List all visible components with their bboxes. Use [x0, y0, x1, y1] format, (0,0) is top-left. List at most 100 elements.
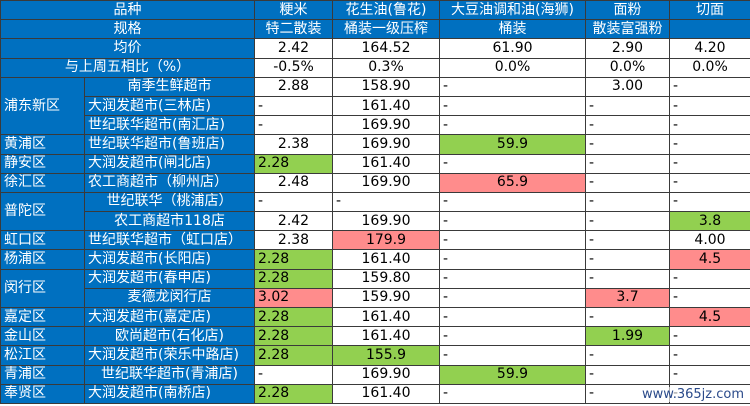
store-cell: 大润发超市(闸北店) [84, 153, 255, 174]
compare-row: 与上周五相比（%） -0.5% 0.3% 0.0% 0.0% 0.0% [0, 57, 750, 78]
price-cell: - [585, 345, 670, 366]
table-row: 嘉定区 大润发超市(嘉定店) 2.28 161.40 - - 4.5 [0, 306, 750, 328]
price-cell-low: 59.9 [439, 364, 586, 385]
store-cell: 大润发超市(荣乐中路店) [84, 345, 255, 366]
price-cell: 161.40 [332, 249, 440, 270]
price-cell: 2.38 [254, 230, 333, 251]
table-row: 农工商超市118店 2.42 169.90 - - 3.8 [1, 211, 750, 232]
table-row: 世纪联华超市(南汇店) - 169.90 - - - [1, 115, 750, 136]
table-row: 徐汇区 农工商超市（柳州店） 2.48 169.90 65.9 - - [0, 172, 750, 193]
table-row: 静安区 大润发超市(闸北店) 2.28 161.40 - - - [0, 153, 750, 174]
price-cell-low: 2.28 [254, 306, 333, 328]
compare-cell: 0.0% [669, 57, 750, 78]
store-cell: 世纪联华超市(鲁班店) [84, 134, 255, 155]
price-cell-low: 59.9 [439, 134, 586, 155]
table-row: 金山区 欧尚超市(石化店) 2.28 161.40 - 1.99 - [0, 326, 750, 347]
store-cell: 欧尚超市(石化店) [84, 326, 255, 347]
district-cell: 青浦区 [0, 364, 85, 385]
price-cell: - [669, 153, 750, 174]
district-cell: 黄浦区 [0, 134, 85, 155]
price-cell: - [585, 211, 670, 232]
price-cell: 2.42 [254, 211, 333, 232]
price-cell: - [439, 76, 586, 97]
price-cell: - [254, 115, 333, 136]
price-cell: - [669, 95, 750, 117]
price-cell: - [439, 211, 586, 232]
price-cell: 159.90 [332, 287, 440, 309]
store-cell: 南季生鲜超市 [84, 76, 255, 97]
price-cell-high: 3.7 [585, 287, 670, 309]
price-cell: - [585, 249, 670, 270]
price-cell-low: 2.28 [254, 383, 333, 404]
compare-label: 与上周五相比（%） [0, 57, 255, 78]
store-cell: 麦德龙闵行店 [84, 287, 255, 309]
product-peanut-oil: 花生油(鲁花) [332, 0, 440, 21]
price-cell: - [439, 191, 586, 213]
price-cell-low: 2.28 [254, 345, 333, 366]
price-cell: - [669, 191, 750, 213]
table-row: 黄浦区 世纪联华超市(鲁班店) 2.38 169.90 59.9 - - [0, 134, 750, 155]
store-cell: 世纪联华（桃浦店） [84, 191, 255, 213]
price-cell: - [332, 191, 440, 213]
product-label: 品种 [0, 0, 255, 21]
price-cell: - [254, 95, 333, 117]
price-cell: 2.88 [254, 76, 333, 97]
price-cell-high: 4.5 [669, 249, 750, 270]
table-row: 虹口区 世纪联华超市（虹口店） 2.38 179.9 - - 4.00 [0, 230, 750, 251]
table-row: 松江区 大润发超市(荣乐中路店) 2.28 155.9 - - - [0, 345, 750, 366]
price-cell: - [439, 345, 586, 366]
avg-cell: 164.52 [332, 38, 440, 59]
price-cell-high: 65.9 [439, 172, 586, 193]
price-cell: 161.40 [332, 306, 440, 328]
table-row: 闵行区 大润发超市(春申店) 2.28 159.80 - - - [0, 268, 750, 309]
price-cell: - [669, 172, 750, 193]
price-cell: - [439, 306, 586, 328]
price-cell: - [439, 153, 586, 174]
compare-cell: -0.5% [254, 57, 333, 78]
district-cell: 奉贤区 [0, 383, 85, 404]
price-cell: - [439, 95, 586, 117]
spec-soy-oil: 桶装 [439, 19, 586, 40]
avg-cell: 2.42 [254, 38, 333, 59]
district-cell: 虹口区 [0, 230, 85, 251]
store-cell: 农工商超市118店 [84, 211, 255, 232]
district-cell: 徐汇区 [0, 172, 85, 193]
price-cell: 2.38 [254, 134, 333, 155]
price-cell: 169.90 [332, 172, 440, 193]
district-cell: 松江区 [0, 345, 85, 366]
table-row: 奉贤区 大润发超市(南桥店) 2.28 161.40 - - - [0, 383, 750, 404]
table-row: 杨浦区 大润发超市(长阳店) 2.28 161.40 - - 4.5 [0, 249, 750, 270]
price-cell: - [439, 230, 586, 251]
price-cell: - [254, 364, 333, 385]
price-cell: - [254, 191, 333, 213]
price-cell: 159.80 [332, 268, 440, 289]
watermark-text: www.365jz.com [642, 387, 744, 402]
price-cell: - [585, 115, 670, 136]
price-cell-low: 2.28 [254, 153, 333, 174]
price-cell-low: 155.9 [332, 345, 440, 366]
price-cell-high: 3.02 [254, 287, 333, 309]
price-cell-low: 2.28 [254, 326, 333, 347]
price-cell: - [669, 115, 750, 136]
price-cell-low: 1.99 [585, 326, 670, 347]
price-cell: - [585, 268, 670, 289]
district-cell: 杨浦区 [0, 249, 85, 270]
price-cell: - [439, 287, 586, 309]
product-soy-oil: 大豆油调和油(海狮) [439, 0, 586, 21]
price-cell: - [669, 326, 750, 347]
district-cell: 金山区 [0, 326, 85, 347]
price-cell: - [585, 134, 670, 155]
store-cell: 农工商超市（柳州店） [84, 172, 255, 193]
district-cell: 静安区 [0, 153, 85, 174]
price-cell-high: 179.9 [332, 230, 440, 251]
spec-rice: 特二散装 [254, 19, 333, 40]
price-cell: - [585, 153, 670, 174]
price-cell: - [669, 364, 750, 385]
table-row: 大润发超市(三林店) - 161.40 - - - [1, 95, 750, 117]
compare-cell: 0.3% [332, 57, 440, 78]
price-cell: - [669, 76, 750, 97]
compare-cell: 0.0% [439, 57, 586, 78]
price-cell: - [669, 134, 750, 155]
price-cell: - [669, 268, 750, 289]
price-cell: 169.90 [332, 134, 440, 155]
